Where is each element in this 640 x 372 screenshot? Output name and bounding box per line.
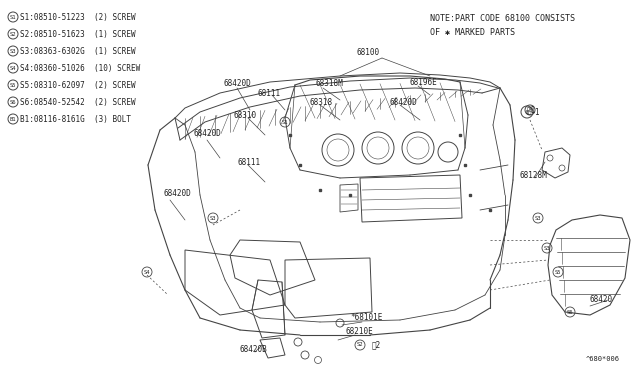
Text: S5: S5 <box>10 83 16 87</box>
Text: 68420D: 68420D <box>223 78 251 87</box>
Text: NOTE:PART CODE 68100 CONSISTS: NOTE:PART CODE 68100 CONSISTS <box>430 13 575 22</box>
Text: B1:08116-8161G  (3) BOLT: B1:08116-8161G (3) BOLT <box>20 115 131 124</box>
Text: S4: S4 <box>10 65 16 71</box>
Text: S1: S1 <box>282 119 288 125</box>
Text: 68111: 68111 <box>237 157 260 167</box>
Text: 1: 1 <box>534 108 539 116</box>
Text: 68420B: 68420B <box>240 346 268 355</box>
Text: 68420D: 68420D <box>193 128 221 138</box>
Text: S2:08510-51623  (1) SCREW: S2:08510-51623 (1) SCREW <box>20 29 136 38</box>
Text: S2: S2 <box>10 32 16 36</box>
Text: S3: S3 <box>535 215 541 221</box>
Text: S4:08360-51026  (10) SCREW: S4:08360-51026 (10) SCREW <box>20 64 140 73</box>
Text: 68310: 68310 <box>233 110 256 119</box>
Text: S3: S3 <box>10 48 16 54</box>
Text: S6: S6 <box>567 310 573 314</box>
Text: S6: S6 <box>10 99 16 105</box>
Text: 68128M: 68128M <box>520 170 548 180</box>
Text: S4: S4 <box>144 269 150 275</box>
Text: B: B <box>529 108 532 112</box>
Text: *68101E: *68101E <box>350 314 382 323</box>
Text: S3: S3 <box>210 215 216 221</box>
Text: 68420D: 68420D <box>390 97 418 106</box>
Text: 68318M: 68318M <box>315 78 343 87</box>
Text: S3:08363-6302G  (1) SCREW: S3:08363-6302G (1) SCREW <box>20 46 136 55</box>
Text: B1: B1 <box>10 116 16 122</box>
Text: S6:08540-52542  (2) SCREW: S6:08540-52542 (2) SCREW <box>20 97 136 106</box>
Text: 68420D: 68420D <box>163 189 191 198</box>
Text: Ⓑ1: Ⓑ1 <box>527 106 536 115</box>
Text: 68210E: 68210E <box>345 327 372 337</box>
Text: 68420: 68420 <box>590 295 613 305</box>
Text: ^680*006: ^680*006 <box>586 356 620 362</box>
Text: 68196E: 68196E <box>410 77 438 87</box>
Text: S5:08310-62097  (2) SCREW: S5:08310-62097 (2) SCREW <box>20 80 136 90</box>
Text: S2: S2 <box>356 343 364 347</box>
Text: Ⓢ2: Ⓢ2 <box>372 340 381 350</box>
Text: S5: S5 <box>555 269 561 275</box>
Text: 68318: 68318 <box>310 97 333 106</box>
Text: S1: S1 <box>10 15 16 19</box>
Text: S1:08510-51223  (2) SCREW: S1:08510-51223 (2) SCREW <box>20 13 136 22</box>
Text: B: B <box>525 109 529 115</box>
Text: 68100: 68100 <box>356 48 380 57</box>
Text: S3: S3 <box>544 246 550 250</box>
Text: 68111: 68111 <box>258 89 281 97</box>
Text: OF ✱ MARKED PARTS: OF ✱ MARKED PARTS <box>430 28 515 36</box>
